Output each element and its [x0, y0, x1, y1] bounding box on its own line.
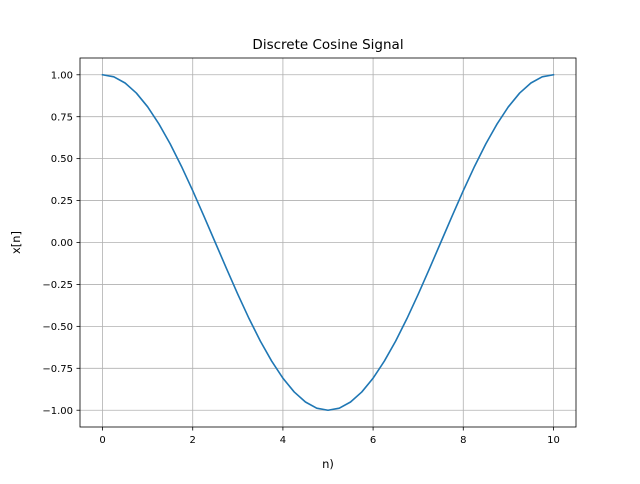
y-tick-label: 0.25: [51, 196, 73, 207]
y-tick-label: −0.50: [42, 322, 73, 333]
y-tick-label: −1.00: [42, 406, 73, 417]
x-tick-label: 0: [99, 435, 105, 446]
y-tick-label: 0.00: [51, 238, 73, 249]
series-layer: [101, 73, 555, 412]
x-tick-label: 10: [547, 435, 560, 446]
chart-title: Discrete Cosine Signal: [252, 37, 403, 53]
y-tick-label: −0.75: [42, 364, 73, 375]
series-line: [101, 73, 555, 412]
grid-layer: [80, 58, 576, 427]
y-tick-label: 0.50: [51, 154, 73, 165]
x-tick-label: 2: [190, 435, 196, 446]
y-tick-label: 1.00: [51, 70, 73, 81]
x-tick-label: 6: [370, 435, 376, 446]
x-axis-label: n): [322, 457, 334, 471]
tick-layer: 0 2 4 6 8 10 1.00 0.75 0.50 0.25 0.00 −0.25 −0.50 −0.…: [42, 70, 559, 446]
y-tick-label: −0.25: [42, 280, 73, 291]
x-tick-label: 4: [280, 435, 286, 446]
y-tick-label: 0.75: [51, 112, 73, 123]
x-tick-label: 8: [460, 435, 466, 446]
y-axis-label: x[n]: [9, 231, 23, 254]
